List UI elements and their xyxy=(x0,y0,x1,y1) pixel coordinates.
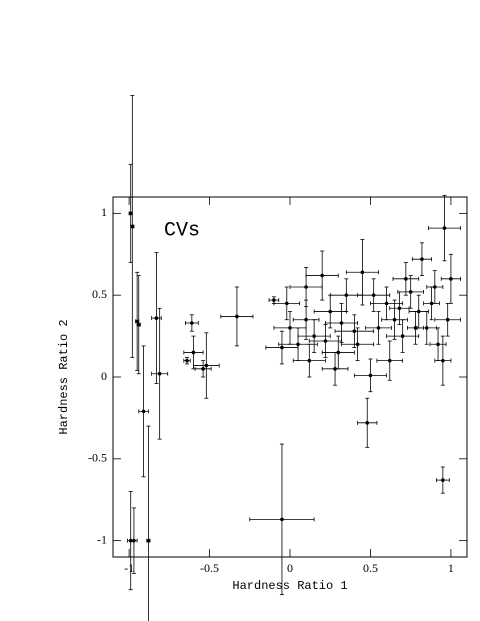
point xyxy=(404,277,408,281)
point xyxy=(304,285,308,289)
point xyxy=(400,334,405,338)
point xyxy=(429,301,434,306)
point xyxy=(312,334,316,338)
point xyxy=(355,342,360,347)
point xyxy=(384,301,389,306)
point xyxy=(157,371,162,376)
point xyxy=(154,316,159,320)
point xyxy=(333,367,337,371)
point xyxy=(441,358,445,363)
point xyxy=(141,409,146,414)
point xyxy=(445,317,450,322)
point xyxy=(235,314,239,319)
point xyxy=(307,358,312,363)
point xyxy=(136,322,141,327)
point xyxy=(284,301,289,306)
x-axis-label: Hardness Ratio 1 xyxy=(232,579,347,593)
point xyxy=(323,339,328,343)
point xyxy=(416,309,421,314)
point xyxy=(376,326,381,330)
point xyxy=(191,350,196,355)
point xyxy=(436,342,440,347)
y-tick-label: 0.5 xyxy=(92,287,107,301)
point xyxy=(201,367,205,371)
point xyxy=(130,224,135,229)
y-tick-label: -0.5 xyxy=(88,451,107,465)
point xyxy=(420,257,424,261)
point xyxy=(280,345,284,350)
point xyxy=(135,319,139,324)
y-tick-label: 0 xyxy=(101,369,107,383)
plot-frame xyxy=(112,196,468,558)
point xyxy=(408,290,413,294)
point xyxy=(442,226,447,230)
x-tick-label: -1 xyxy=(124,561,134,575)
y-tick-label: -1 xyxy=(97,532,107,546)
point xyxy=(296,342,300,347)
point xyxy=(304,317,308,322)
point xyxy=(190,321,194,325)
point xyxy=(344,293,349,297)
y-axis-label: Hardness Ratio 2 xyxy=(57,319,71,434)
point xyxy=(433,285,437,289)
x-tick-label: 0.5 xyxy=(363,561,378,575)
point xyxy=(365,421,370,425)
point xyxy=(413,326,418,330)
point xyxy=(146,538,151,543)
point xyxy=(360,270,365,275)
point xyxy=(368,373,373,378)
point xyxy=(392,317,397,322)
point xyxy=(339,321,344,325)
point xyxy=(185,358,189,363)
point xyxy=(272,298,276,302)
x-tick-label: 0 xyxy=(287,561,293,575)
point xyxy=(280,517,284,522)
point xyxy=(441,478,445,482)
point xyxy=(320,273,324,278)
point xyxy=(449,277,453,281)
annotation: CVs xyxy=(164,219,200,242)
point xyxy=(336,350,341,355)
point xyxy=(132,538,136,543)
point xyxy=(128,211,133,216)
x-tick-label: -0.5 xyxy=(200,561,219,575)
point xyxy=(424,326,429,330)
point xyxy=(204,363,209,368)
point xyxy=(352,329,357,333)
point xyxy=(371,293,376,297)
point xyxy=(397,306,402,311)
y-tick-label: 1 xyxy=(101,205,107,219)
point xyxy=(328,309,333,314)
point xyxy=(387,358,392,363)
point xyxy=(288,326,292,330)
x-tick-label: 1 xyxy=(448,561,454,575)
